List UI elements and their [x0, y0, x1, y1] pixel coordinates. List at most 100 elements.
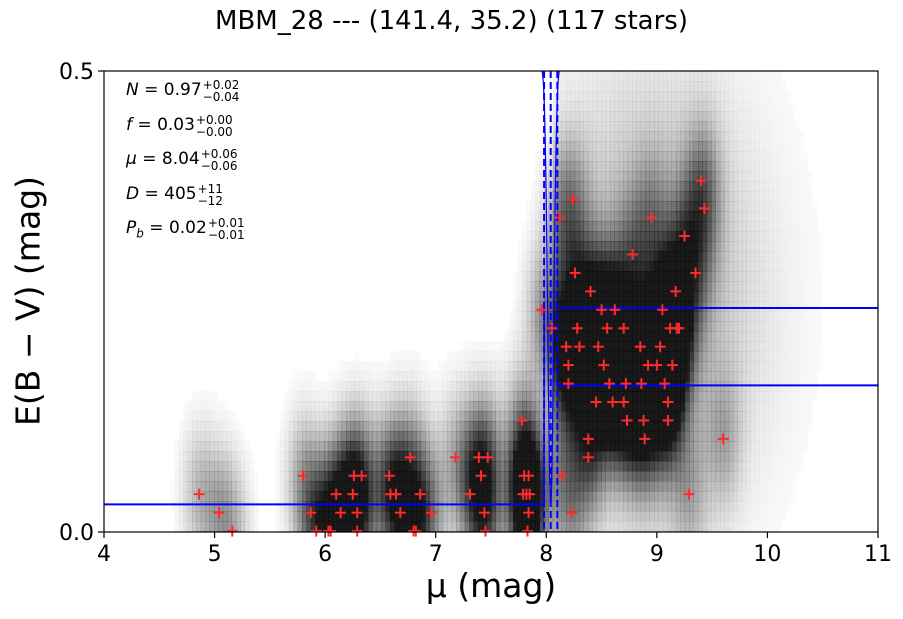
density-cell	[728, 181, 734, 192]
density-cell	[346, 381, 351, 392]
density-cell	[420, 431, 426, 442]
density-cell	[768, 211, 774, 222]
density-cell	[337, 461, 342, 472]
density-cell	[297, 461, 303, 472]
density-cell	[227, 511, 232, 522]
density-cell	[434, 451, 439, 462]
density-cell	[768, 411, 774, 422]
density-cell	[574, 441, 580, 452]
density-cell	[236, 471, 241, 482]
density-cell	[552, 151, 558, 162]
density-cell	[596, 221, 602, 232]
density-cell	[636, 441, 642, 452]
density-cell	[469, 351, 474, 362]
density-cell	[610, 391, 615, 402]
density-cell	[320, 381, 325, 391]
density-cell	[456, 381, 461, 392]
density-cell	[544, 471, 549, 482]
density-cell	[764, 491, 769, 501]
density-cell	[804, 331, 809, 341]
density-cell	[579, 271, 584, 282]
density-cell	[654, 431, 659, 442]
density-cell	[434, 411, 439, 422]
density-cell	[526, 211, 531, 221]
density-cell	[715, 111, 721, 122]
density-cell	[214, 421, 219, 432]
density-cell	[750, 261, 756, 272]
density-cell	[504, 351, 510, 362]
density-cell	[535, 511, 540, 522]
density-cell	[627, 251, 633, 262]
density-cell	[777, 331, 782, 342]
density-cell	[570, 331, 576, 342]
density-cell	[680, 241, 686, 252]
density-cell	[552, 81, 558, 92]
density-cell	[517, 501, 523, 512]
density-cell	[671, 371, 677, 382]
density-cell	[777, 471, 782, 481]
density-cell	[764, 91, 769, 101]
density-cell	[526, 331, 532, 342]
density-cell	[570, 161, 576, 172]
density-cell	[790, 461, 795, 471]
star-marker	[383, 470, 395, 482]
density-cell	[808, 311, 813, 321]
density-cell	[614, 201, 620, 212]
density-cell	[187, 451, 193, 462]
density-cell	[684, 341, 690, 352]
density-cell	[676, 261, 681, 272]
density-cell	[794, 241, 800, 252]
density-cell	[786, 391, 791, 402]
density-cell	[728, 311, 734, 322]
density-cell	[720, 261, 725, 272]
density-cell	[662, 121, 668, 132]
density-cell	[724, 471, 730, 482]
density-cell	[601, 181, 606, 192]
density-cell	[566, 391, 571, 402]
density-cell	[482, 451, 488, 462]
density-cell	[596, 151, 602, 162]
density-cell	[570, 401, 576, 412]
density-cell	[495, 521, 501, 532]
density-cell	[671, 411, 677, 422]
density-cell	[742, 271, 747, 282]
density-cell	[496, 341, 501, 351]
density-cell	[284, 431, 290, 442]
density-cell	[768, 481, 773, 491]
density-cell	[530, 301, 536, 312]
density-cell	[522, 461, 527, 472]
density-cell	[557, 391, 562, 402]
density-cell	[394, 421, 400, 432]
density-cell	[530, 381, 536, 392]
density-cell	[209, 481, 215, 492]
density-cell	[680, 341, 686, 352]
density-cell	[574, 151, 580, 162]
x-tick-label: 10	[753, 542, 781, 567]
density-cell	[174, 511, 179, 521]
density-cell	[473, 521, 479, 532]
density-cell	[482, 361, 488, 372]
density-cell	[495, 391, 501, 402]
density-cell	[728, 231, 734, 242]
density-cell	[799, 291, 804, 301]
density-cell	[601, 71, 606, 82]
density-cell	[742, 71, 747, 82]
density-cell	[623, 471, 628, 482]
density-cell	[579, 351, 584, 362]
density-cell	[786, 221, 791, 232]
density-cell	[394, 381, 400, 392]
density-cell	[640, 511, 646, 522]
density-cell	[610, 301, 615, 312]
density-cell	[645, 401, 650, 412]
density-cell	[579, 371, 584, 382]
density-cell	[588, 81, 593, 92]
density-cell	[557, 151, 562, 162]
density-cell	[702, 421, 708, 432]
density-cell	[636, 491, 642, 502]
density-cell	[799, 361, 804, 371]
density-cell	[755, 91, 760, 102]
density-cell	[332, 401, 338, 412]
density-cell	[711, 191, 716, 202]
density-cell	[645, 281, 650, 292]
density-cell	[605, 121, 611, 132]
